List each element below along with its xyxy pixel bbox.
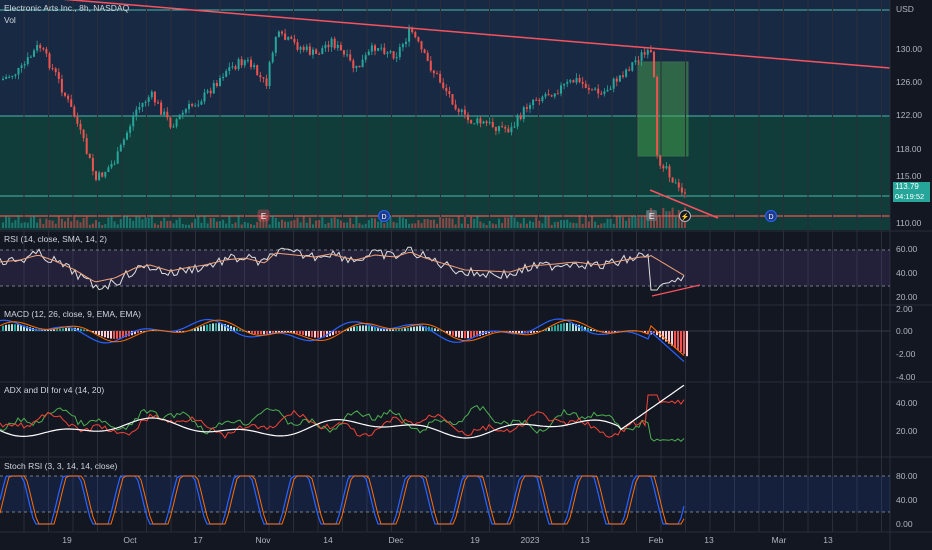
svg-text:Dec: Dec	[388, 535, 404, 545]
svg-text:13: 13	[580, 535, 590, 545]
svg-text:19: 19	[62, 535, 72, 545]
svg-text:D: D	[381, 214, 386, 221]
stoch-k-line	[0, 475, 685, 525]
svg-text:E: E	[649, 212, 654, 221]
macd-histogram	[2, 323, 688, 357]
stoch-band	[0, 476, 890, 512]
last-price-value: 113.79	[895, 182, 919, 191]
svg-text:118.00: 118.00	[896, 144, 922, 154]
svg-text:13: 13	[823, 535, 833, 545]
svg-text:2.00: 2.00	[896, 304, 913, 314]
volume-label[interactable]: Vol	[4, 15, 16, 25]
svg-text:20.00: 20.00	[896, 426, 918, 436]
svg-text:122.00: 122.00	[896, 110, 922, 120]
macd-title[interactable]: MACD (12, 26, close, 9, EMA, EMA)	[4, 309, 141, 319]
rsi-line	[0, 246, 685, 291]
price-candles	[2, 24, 686, 199]
svg-text:20.00: 20.00	[896, 292, 918, 302]
svg-text:40.00: 40.00	[896, 495, 918, 505]
svg-text:40.00: 40.00	[896, 398, 918, 408]
adx-minus-di	[0, 394, 685, 439]
svg-text:115.00: 115.00	[896, 171, 922, 181]
earnings-marker	[257, 209, 270, 222]
svg-text:D: D	[768, 214, 773, 221]
stoch-d-line	[0, 475, 685, 525]
svg-text:E: E	[261, 212, 266, 221]
dividend-marker	[378, 210, 390, 222]
rsi-band	[0, 250, 890, 286]
rsi-axis: 60.00 40.00 20.00	[896, 244, 918, 302]
adx-axis: 40.00 20.00	[896, 398, 918, 436]
time-axis[interactable]: 19 Oct 17 Nov 14 Dec 19 2023 13 Feb 13 M…	[62, 535, 833, 545]
vertical-grid	[23, 0, 882, 532]
svg-text:Feb: Feb	[649, 535, 664, 545]
svg-text:110.00: 110.00	[896, 218, 922, 228]
svg-text:40.00: 40.00	[896, 268, 918, 278]
svg-text:0.00: 0.00	[896, 326, 913, 336]
last-price-tag: 113.79 04:19:52	[893, 182, 930, 202]
macd-signal-line	[0, 319, 685, 356]
low-trendline[interactable]	[649, 189, 719, 219]
rsi-title[interactable]: RSI (14, close, SMA, 14, 2)	[4, 234, 107, 244]
adx-title[interactable]: ADX and DI for v4 (14, 20)	[4, 385, 105, 395]
svg-text:17: 17	[193, 535, 203, 545]
svg-text:-4.00: -4.00	[896, 372, 916, 382]
symbol-title[interactable]: Electronic Arts Inc., 8h, NASDAQ	[4, 3, 130, 13]
stoch-axis: 80.00 40.00 0.00	[896, 471, 918, 529]
descending-trendline[interactable]	[0, 0, 891, 69]
svg-text:80.00: 80.00	[896, 471, 918, 481]
svg-text:Mar: Mar	[772, 535, 787, 545]
svg-text:126.00: 126.00	[896, 77, 922, 87]
svg-text:2023: 2023	[521, 535, 540, 545]
event-markers[interactable]: E D E ⚡ D	[257, 209, 777, 222]
svg-text:Nov: Nov	[255, 535, 271, 545]
measure-box	[637, 61, 689, 157]
bar-countdown: 04:19:52	[895, 192, 925, 201]
svg-text:14: 14	[323, 535, 333, 545]
svg-text:⚡: ⚡	[681, 212, 690, 221]
price-axis[interactable]: USD 130.00 126.00 122.00 118.00 115.00 1…	[896, 4, 922, 228]
macd-axis: 2.00 0.00 -2.00 -4.00	[896, 304, 916, 382]
stoch-title[interactable]: Stoch RSI (3, 3, 14, 14, close)	[4, 461, 118, 471]
resistance-zone	[0, 0, 890, 116]
svg-text:0.00: 0.00	[896, 519, 913, 529]
svg-text:-2.00: -2.00	[896, 349, 916, 359]
rsi-divergence-line[interactable]	[651, 284, 701, 297]
svg-text:60.00: 60.00	[896, 244, 918, 254]
svg-text:19: 19	[470, 535, 480, 545]
svg-text:USD: USD	[896, 4, 914, 14]
svg-text:130.00: 130.00	[896, 44, 922, 54]
flash-icon	[679, 210, 691, 222]
support-zone	[0, 116, 890, 230]
adx-line	[0, 384, 685, 439]
rsi-ma-line	[0, 251, 685, 283]
dividend-marker	[765, 210, 777, 222]
svg-text:Oct: Oct	[123, 535, 137, 545]
svg-text:13: 13	[704, 535, 714, 545]
earnings-marker	[646, 210, 657, 221]
